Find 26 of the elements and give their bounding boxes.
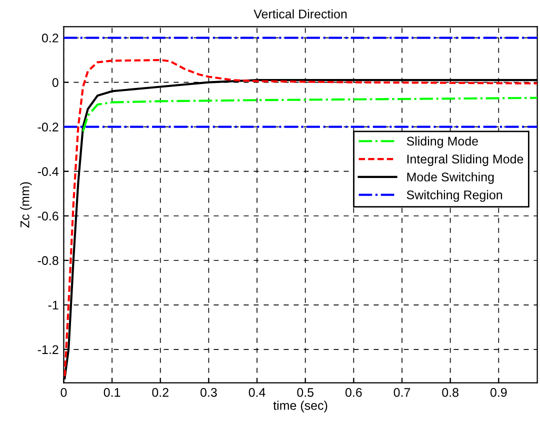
y-axis-title: Zc (mm) xyxy=(20,182,32,228)
x-tick-label: 0.8 xyxy=(442,388,458,397)
x-tick-label: 0.7 xyxy=(394,388,410,397)
x-axis-title: time (sec) xyxy=(273,400,328,412)
x-tick-label: 0.3 xyxy=(200,388,217,397)
legend-label: Mode Switching xyxy=(407,172,494,184)
x-tick-label: 0.9 xyxy=(490,388,507,397)
x-tick-label: 0.6 xyxy=(345,388,362,397)
line-series xyxy=(82,96,538,132)
y-tick-label: 0 xyxy=(52,78,58,87)
y-tick-label: -0.2 xyxy=(38,122,58,132)
legend-label: Switching Region xyxy=(406,190,502,202)
y-tick-label: -0.8 xyxy=(38,256,58,266)
x-tick-label: 0.2 xyxy=(152,388,168,397)
y-tick-label: -0.6 xyxy=(38,212,58,221)
y-tick-label: -0.4 xyxy=(38,167,58,176)
y-tick-label: 0.2 xyxy=(42,34,58,42)
x-tick-label: 0 xyxy=(60,388,67,397)
y-tick-label: -1 xyxy=(48,300,58,310)
x-tick-label: 0.1 xyxy=(104,388,120,397)
x-tick-label: 0.5 xyxy=(297,388,314,397)
chart-title: Vertical Direction xyxy=(254,9,347,18)
x-tick-label: 0.4 xyxy=(248,388,266,397)
y-tick-label: -1.2 xyxy=(38,345,58,354)
legend-label: Integral Sliding Mode xyxy=(407,154,524,166)
legend-label: Sliding Mode xyxy=(406,136,478,148)
